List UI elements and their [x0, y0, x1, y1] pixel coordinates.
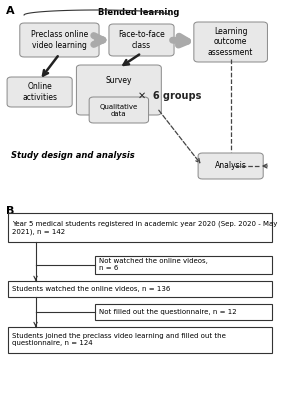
- FancyBboxPatch shape: [89, 97, 149, 123]
- Bar: [95, 256, 272, 274]
- Text: Survey: Survey: [106, 76, 132, 85]
- Bar: [8, 213, 272, 242]
- Text: Blended learning: Blended learning: [98, 8, 179, 17]
- Text: ✕  6 groups: ✕ 6 groups: [138, 91, 201, 101]
- Text: Not watched the online videos,
n = 6: Not watched the online videos, n = 6: [99, 258, 208, 272]
- FancyBboxPatch shape: [7, 77, 72, 107]
- Text: Face-to-face
class: Face-to-face class: [118, 30, 165, 50]
- Text: Online
activities: Online activities: [22, 82, 57, 102]
- Bar: [8, 327, 272, 353]
- Text: Analysis: Analysis: [215, 162, 246, 170]
- FancyBboxPatch shape: [198, 153, 263, 179]
- FancyBboxPatch shape: [76, 65, 161, 115]
- Text: A: A: [6, 6, 14, 16]
- Text: Study design and analysis: Study design and analysis: [11, 152, 135, 160]
- FancyBboxPatch shape: [20, 23, 99, 57]
- Text: Year 5 medical students registered in academic year 2020 (Sep. 2020 - May
2021),: Year 5 medical students registered in ac…: [12, 220, 278, 234]
- Text: Preclass online
video learning: Preclass online video learning: [31, 30, 88, 50]
- Bar: [8, 281, 272, 297]
- Bar: [95, 304, 272, 320]
- FancyBboxPatch shape: [109, 24, 174, 56]
- Text: Qualitative
data: Qualitative data: [100, 104, 138, 116]
- Text: Learning
outcome
assessment: Learning outcome assessment: [208, 27, 253, 57]
- FancyBboxPatch shape: [194, 22, 267, 62]
- Text: Not filled out the questionnaire, n = 12: Not filled out the questionnaire, n = 12: [99, 309, 237, 315]
- Text: B: B: [6, 206, 14, 216]
- Text: Students watched the online videos, n = 136: Students watched the online videos, n = …: [12, 286, 171, 292]
- Text: Students joined the preclass video learning and filled out the
questionnaire, n : Students joined the preclass video learn…: [12, 333, 226, 346]
